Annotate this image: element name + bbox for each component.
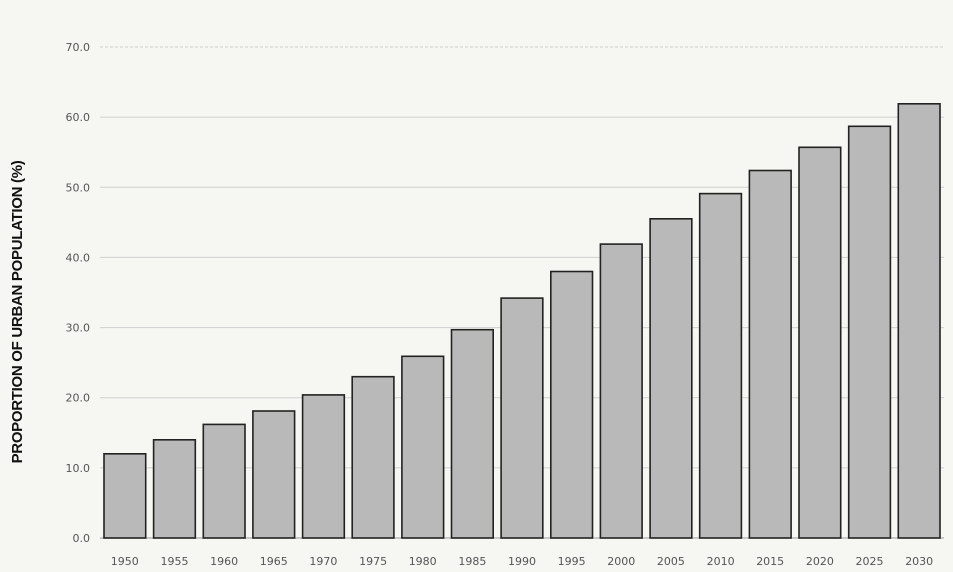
- x-tick-label: 2015: [756, 555, 784, 568]
- x-tick-label: 2030: [905, 555, 933, 568]
- x-tick-label: 2025: [856, 555, 884, 568]
- y-tick-label: 70.0: [66, 41, 91, 54]
- bar: [103, 452, 147, 539]
- x-tick-label: 1960: [210, 555, 238, 568]
- y-tick-label: 60.0: [66, 111, 91, 124]
- x-tick-label: 1955: [161, 555, 189, 568]
- y-tick-label: 30.0: [66, 322, 91, 335]
- y-tick-label: 10.0: [66, 462, 91, 475]
- y-tick-label: 40.0: [66, 251, 91, 264]
- bar: [798, 146, 842, 539]
- x-tick-label: 1950: [111, 555, 139, 568]
- bar: [401, 355, 445, 539]
- x-tick-label: 1980: [409, 555, 437, 568]
- bar: [649, 218, 693, 539]
- bar: [748, 169, 792, 539]
- bar: [301, 394, 346, 539]
- x-tick-label: 2005: [657, 555, 685, 568]
- x-tick-label: 2010: [707, 555, 735, 568]
- x-tick-label: 1970: [309, 555, 337, 568]
- x-tick-label: 2020: [806, 555, 834, 568]
- bar: [847, 125, 892, 539]
- x-tick-label: 2000: [607, 555, 635, 568]
- bar: [202, 423, 246, 539]
- x-tick-label: 1990: [508, 555, 536, 568]
- x-tick-label: 1965: [260, 555, 288, 568]
- y-tick-label: 20.0: [66, 392, 91, 405]
- bar: [549, 270, 594, 539]
- bar: [152, 438, 197, 539]
- bar: [500, 297, 544, 539]
- y-axis-label: PROPORTION OF URBAN POPULATION (%): [9, 160, 26, 463]
- bar: [351, 375, 395, 539]
- x-tick-label: 1995: [558, 555, 586, 568]
- x-tick-label: 1975: [359, 555, 387, 568]
- bar: [252, 410, 296, 539]
- y-tick-label: 0.0: [73, 532, 91, 545]
- bar: [599, 243, 643, 539]
- x-tick-label: 1985: [458, 555, 486, 568]
- bar: [897, 103, 941, 539]
- bar: [698, 192, 743, 539]
- bar: [450, 328, 495, 539]
- y-tick-label: 50.0: [66, 181, 91, 194]
